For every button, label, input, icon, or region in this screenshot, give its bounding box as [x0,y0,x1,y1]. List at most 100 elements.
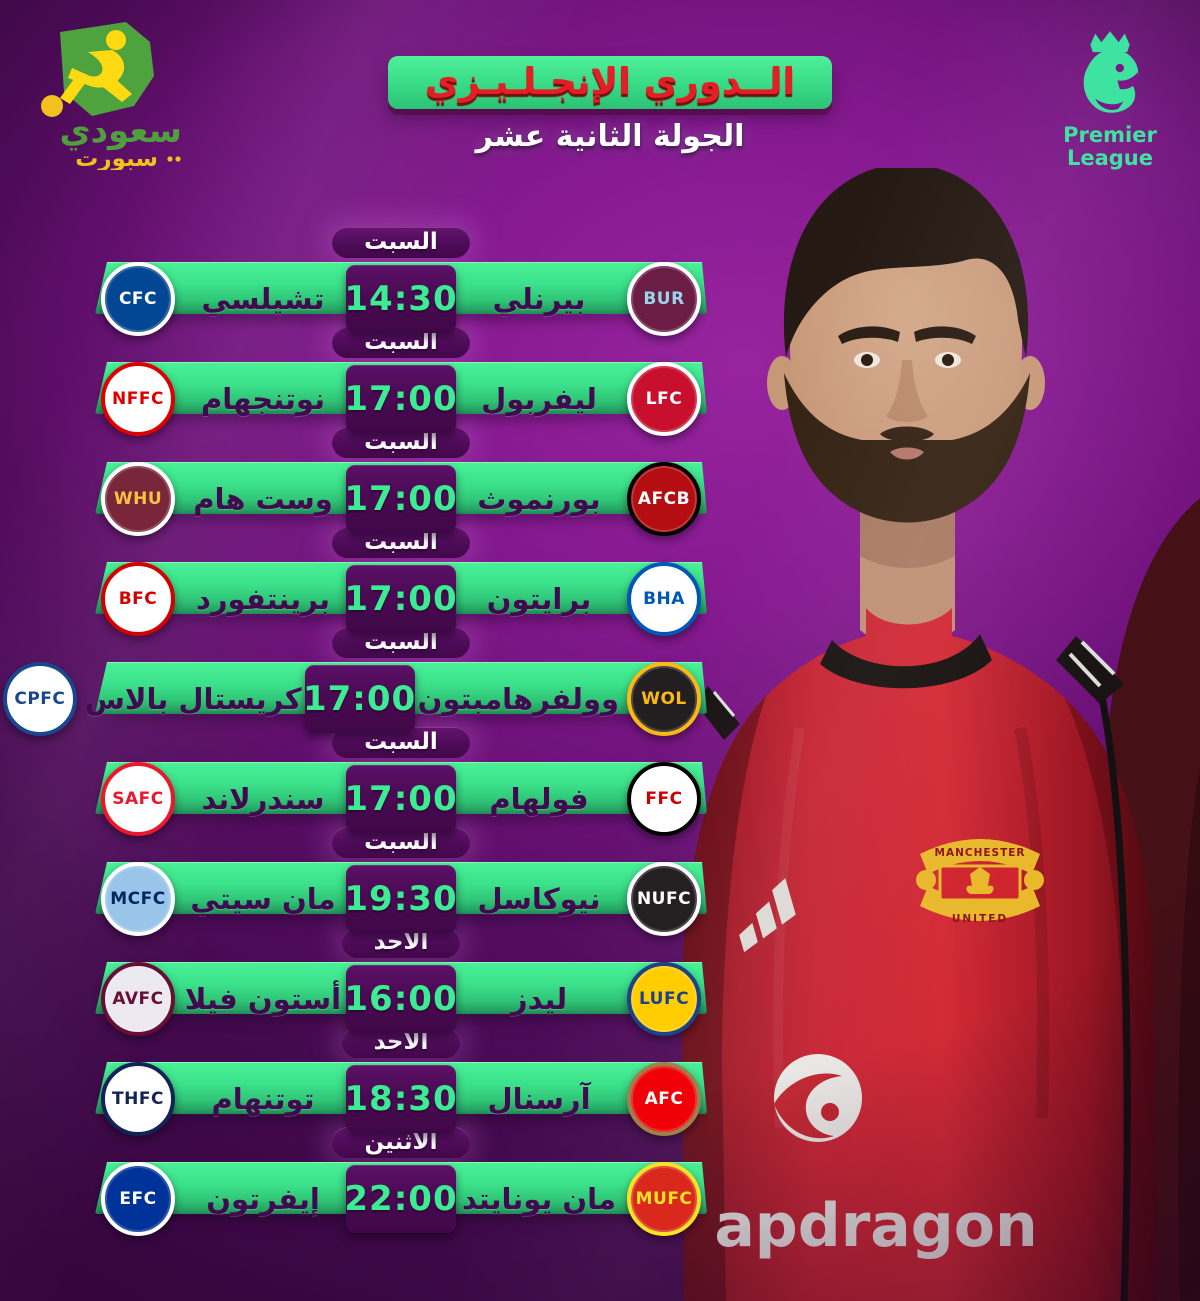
match-bar: AFC آرسنال 18:30 توتنهام THFC [95,1062,707,1136]
everton-logo: EFC [101,1162,175,1236]
player-head [767,168,1045,523]
hair [783,168,1029,358]
kickoff-time: 16:00 [344,979,458,1019]
kickoff-time-box: 17:00 [344,465,457,533]
arsenal-logo: AFC [627,1062,701,1136]
round-subtitle: الجولة الثانية عشر [475,118,745,154]
nottingham-forest-logo: NFFC [101,362,175,436]
saudi-sport-logo: سعودي سبورت [30,18,190,174]
team-right-name: بيرنلي [492,282,586,316]
fixture-row: السبت FFC فولهام 17:00 سندرلاند SAFC [95,727,707,836]
match-bar: WOL وولفرهامبتون 17:00 كريستال بالاس CPF… [2,662,707,736]
day-label: الأحد [373,929,429,955]
kickoff-time: 17:00 [344,779,458,819]
team-right-name: ليفربول [481,382,597,416]
team-right-name: نيوكاسل [477,882,601,916]
wolves-logo: WOL [627,662,701,736]
kickoff-time-box: 17:00 [344,765,458,833]
fixture-row: الأحد AFC آرسنال 18:30 توتنهام THFC [95,1027,707,1136]
kickoff-time-box: 19:30 [344,865,457,933]
man-city-logo: MCFC [101,862,175,936]
man-united-logo: MUFC [627,1162,701,1236]
match-bar: AFCB بورنموث 17:00 وست هام WHU [95,462,707,536]
kickoff-time-box: 22:00 [344,1165,458,1233]
match-bar: MUFC مان يونايتد 22:00 إيفرتون EFC [95,1162,707,1236]
premier-league-text-line2: League [1066,145,1154,170]
match-bar: LUFC ليدز 16:00 أستون فيلا AVFC [95,962,707,1036]
team-left-name: كريستال بالاس [84,682,302,716]
match-bar: FFC فولهام 17:00 سندرلاند SAFC [95,762,707,836]
day-label: الأثنين [364,1129,438,1155]
leeds-logo: LUFC [627,962,701,1036]
day-label: السبت [364,729,438,755]
brighton-logo: BHA [627,562,701,636]
team-left-name: إيفرتون [206,1182,320,1216]
kickoff-time-box: 17:00 [344,565,458,633]
fixture-row: السبت LFC ليفربول 17:00 نوتنجهام NFFC [95,327,707,436]
fixtures-list: السبت BUR بيرنلي 14:30 تشيلسي CFC السبت … [2,227,707,1236]
league-title: الــدوري الإنجـلـيـزي [424,60,796,103]
kickoff-time: 17:00 [344,579,458,619]
burnley-logo: BUR [627,262,701,336]
day-label: السبت [364,229,438,255]
fixture-row: السبت BUR بيرنلي 14:30 تشيلسي CFC [95,227,707,336]
kickoff-time: 17:00 [302,679,417,719]
team-left-name: برينتفورد [195,582,331,616]
fixture-row: الأثنين MUFC مان يونايتد 22:00 إيفرتون E… [95,1127,707,1236]
team-left-name: تشيلسي [201,282,325,316]
kickoff-time: 14:30 [344,279,458,319]
premier-league-lion-icon [1083,31,1139,113]
kickoff-time: 17:00 [344,379,458,419]
day-label: السبت [364,629,438,655]
kickoff-time-box: 18:30 [344,1065,458,1133]
crest-text-top: MANCHESTER [934,847,1025,859]
day-label: السبت [364,429,438,455]
west-ham-logo: WHU [101,462,175,536]
day-label: الأحد [373,1029,429,1055]
chelsea-logo: CFC [101,262,175,336]
team-right-name: فولهام [489,782,589,816]
team-right-name: مان يونايتد [461,1182,617,1216]
shoulder-trim [696,636,1124,740]
day-label: السبت [364,829,438,855]
team-left-name: نوتنجهام [201,382,325,416]
team-left-name: توتنهام [211,1082,315,1116]
kickoff-time: 18:30 [344,1079,458,1119]
kickoff-time: 22:00 [344,1179,458,1219]
sponsor-text: apdragon [714,1191,1037,1261]
collar [820,634,992,689]
fulham-logo: FFC [627,762,701,836]
crest-text-bottom: UNITED [952,913,1008,925]
match-bar: NUFC نيوكاسل 19:30 مان سيتي MCFC [95,862,707,936]
player-image: MANCHESTER UNITED apdragon [680,168,1200,1301]
team-left-name: وست هام [193,482,333,516]
match-bar: BUR بيرنلي 14:30 تشيلسي CFC [95,262,707,336]
league-title-box: الــدوري الإنجـلـيـزي [388,56,832,109]
team-left-name: مان سيتي [190,882,336,916]
header-title-block: الــدوري الإنجـلـيـزي الجولة الثانية عشر [372,56,848,154]
adidas-logo-icon [739,878,796,953]
liverpool-logo: LFC [627,362,701,436]
team-right-name: آرسنال [487,1082,591,1116]
fixture-row: السبت NUFC نيوكاسل 19:30 مان سيتي MCFC [95,827,707,936]
sunderland-logo: SAFC [101,762,175,836]
tottenham-logo: THFC [101,1062,175,1136]
day-pill: السبت [332,227,470,258]
kickoff-time-box: 14:30 [344,265,458,333]
brentford-logo: BFC [101,562,175,636]
brand-name-line2: سبورت [75,146,158,170]
team-right-name: بورنموث [477,482,601,516]
snapdragon-logo-icon [774,1054,862,1142]
fixture-row: الأحد LUFC ليدز 16:00 أستون فيلا AVFC [95,927,707,1036]
newcastle-logo: NUFC [627,862,701,936]
fixture-row: السبت AFCB بورنموث 17:00 وست هام WHU [95,427,707,536]
team-left-name: سندرلاند [201,782,325,816]
crystal-palace-logo: CPFC [2,662,77,736]
day-pill: الأحد [341,1027,461,1058]
match-bar: BHA برايتون 17:00 برينتفورد BFC [95,562,707,636]
fixture-row: السبت WOL وولفرهامبتون 17:00 كريستال بال… [2,627,707,736]
premier-league-logo: Premier League [1050,30,1170,169]
kickoff-time-box: 17:00 [344,365,458,433]
fixture-row: السبت BHA برايتون 17:00 برينتفورد BFC [95,527,707,636]
premier-league-text-line1: Premier [1063,123,1157,147]
